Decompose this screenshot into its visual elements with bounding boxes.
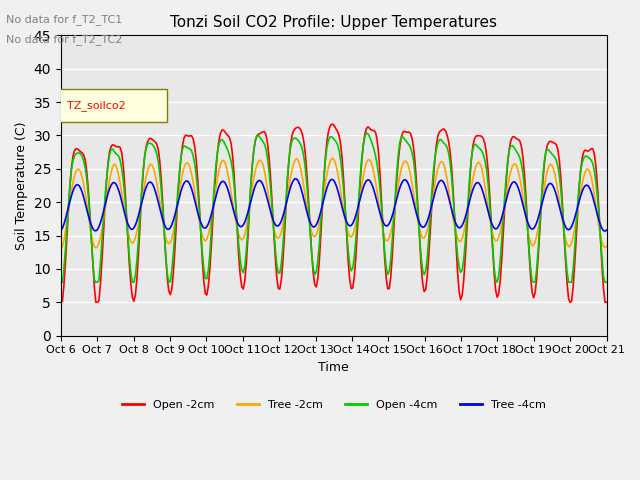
Tree -2cm: [574, 208, 582, 214]
Open -4cm: [363, 130, 371, 136]
Text: No data for f_T2_TC2: No data for f_T2_TC2: [6, 34, 123, 45]
Open -2cm: [238, 284, 246, 290]
Line: Tree -4cm: Tree -4cm: [61, 179, 607, 231]
Tree -2cm: [124, 228, 132, 234]
Open -2cm: [603, 300, 611, 305]
Open -4cm: [603, 279, 611, 285]
FancyBboxPatch shape: [58, 89, 167, 122]
Legend: Open -2cm, Tree -2cm, Open -4cm, Tree -4cm: Open -2cm, Tree -2cm, Open -4cm, Tree -4…: [118, 395, 550, 414]
Tree -2cm: [296, 161, 303, 167]
Tree -4cm: [603, 227, 611, 233]
Open -2cm: [574, 209, 582, 215]
Open -4cm: [574, 200, 582, 206]
Tree -4cm: [220, 179, 227, 184]
Tree -2cm: [329, 156, 337, 161]
Tree -4cm: [247, 198, 255, 204]
Tree -2cm: [57, 247, 65, 253]
Open -4cm: [57, 279, 65, 285]
Tree -2cm: [247, 194, 255, 200]
Open -2cm: [328, 121, 335, 127]
Line: Tree -2cm: Tree -2cm: [61, 158, 607, 250]
Text: No data for f_T2_TC1: No data for f_T2_TC1: [6, 14, 123, 25]
Tree -4cm: [57, 228, 65, 234]
Open -2cm: [57, 300, 65, 305]
X-axis label: Time: Time: [318, 361, 349, 374]
Tree -4cm: [238, 224, 246, 229]
Open -2cm: [296, 125, 303, 131]
Tree -4cm: [291, 176, 299, 181]
Open -2cm: [220, 127, 227, 133]
Open -4cm: [220, 138, 227, 144]
Tree -2cm: [220, 157, 227, 163]
Open -2cm: [124, 235, 132, 241]
Tree -2cm: [238, 237, 246, 243]
Tree -4cm: [297, 186, 305, 192]
Tree -4cm: [601, 228, 609, 234]
Text: TZ_soilco2: TZ_soilco2: [67, 100, 126, 111]
Y-axis label: Soil Temperature (C): Soil Temperature (C): [15, 121, 28, 250]
Open -4cm: [247, 181, 255, 187]
Open -4cm: [238, 267, 246, 273]
Tree -4cm: [124, 221, 132, 227]
Line: Open -4cm: Open -4cm: [61, 133, 607, 282]
Open -4cm: [296, 139, 303, 145]
Tree -4cm: [574, 204, 582, 210]
Tree -2cm: [603, 243, 611, 249]
Open -2cm: [247, 181, 255, 187]
Title: Tonzi Soil CO2 Profile: Upper Temperatures: Tonzi Soil CO2 Profile: Upper Temperatur…: [170, 15, 497, 30]
Line: Open -2cm: Open -2cm: [61, 124, 607, 302]
Open -4cm: [124, 232, 132, 238]
